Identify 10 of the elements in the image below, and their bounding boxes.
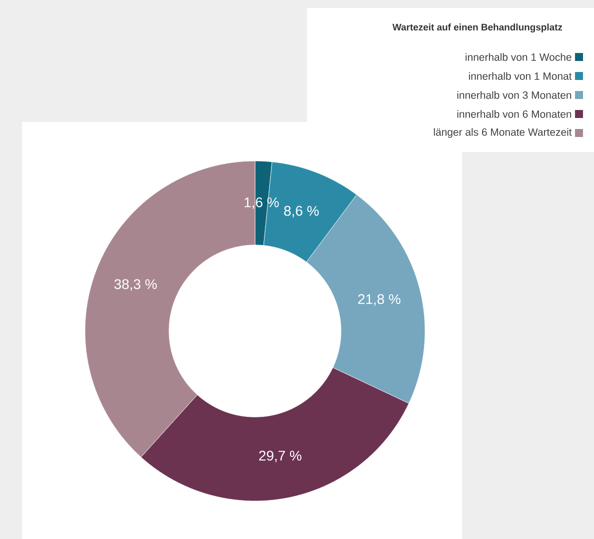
data-label: 38,3 % bbox=[114, 279, 157, 291]
legend-title: Wartezeit auf einen Behandlungsplatz bbox=[392, 24, 562, 32]
legend-label: innerhalb von 6 Monaten bbox=[457, 110, 572, 118]
legend-label: innerhalb von 1 Woche bbox=[466, 53, 572, 61]
legend-label: länger als 6 Monate Wartezeit bbox=[434, 128, 572, 138]
data-label: 29,7 % bbox=[259, 450, 302, 462]
data-label: 8,6 % bbox=[284, 206, 319, 218]
data-label: 21,8 % bbox=[358, 294, 400, 306]
legend-label: innerhalb von 1 Monat bbox=[468, 72, 572, 80]
legend-label: innerhalb von 3 Monaten bbox=[457, 91, 572, 99]
